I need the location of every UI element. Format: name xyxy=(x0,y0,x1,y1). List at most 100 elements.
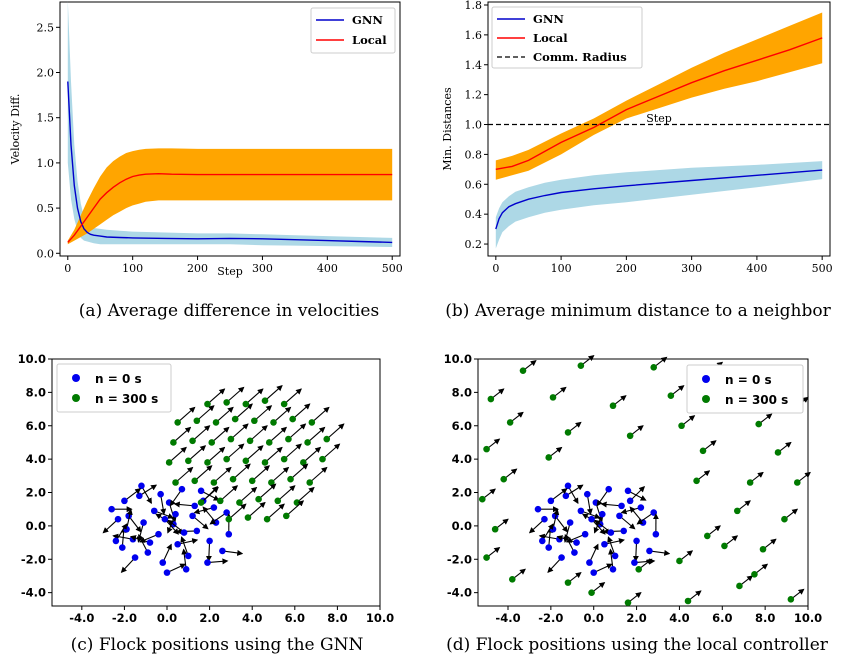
pb-xtick-label: 500 xyxy=(812,262,833,275)
velocity-arrow xyxy=(277,485,296,502)
velocity-arrow xyxy=(296,486,315,503)
agent-point-t300 xyxy=(172,479,179,486)
agent-point-t300 xyxy=(721,542,728,550)
agent-point-t0 xyxy=(193,527,201,535)
agent-point-t0 xyxy=(112,537,120,545)
pc-xtick-label: 6.0 xyxy=(285,611,305,625)
agent-point-t300 xyxy=(684,597,692,605)
agent-point-t0 xyxy=(185,552,192,560)
agent-point-t300 xyxy=(185,457,192,465)
velocity-arrow xyxy=(102,518,119,534)
panel-b-legend-local: Local xyxy=(533,31,568,45)
velocity-arrow xyxy=(139,484,158,497)
velocity-arrow xyxy=(124,488,142,502)
velocity-arrow xyxy=(322,443,341,460)
caption-a: (a) Average difference in velocities xyxy=(79,301,379,321)
pc-xtick-label: -4.0 xyxy=(69,611,94,625)
velocity-arrow xyxy=(596,488,610,507)
velocity-arrow xyxy=(541,523,554,542)
pa-ytick-label: 0.5 xyxy=(37,202,55,215)
series-line-local xyxy=(495,37,823,170)
velocity-arrow xyxy=(205,540,212,562)
pa-ytick-label: 1.5 xyxy=(37,112,55,125)
pb-ytick-label: 0.6 xyxy=(465,178,483,191)
pb-xtick-label: 0 xyxy=(492,262,499,275)
pb-xtick-label: 400 xyxy=(746,262,767,275)
agent-point-t300 xyxy=(506,419,514,426)
agent-point-t300 xyxy=(216,497,224,505)
pc-ytick-label: 4.0 xyxy=(26,452,46,466)
velocity-arrow xyxy=(604,538,625,545)
panel-c-legend: n = 0 s n = 300 s xyxy=(56,363,172,413)
pc-ytick-label: 10.0 xyxy=(18,352,46,366)
panel-b-legend-gnn: GNN xyxy=(533,12,564,26)
agent-point-t0 xyxy=(150,507,158,515)
pc-xtick-label: 4.0 xyxy=(242,611,262,625)
agent-point-t300 xyxy=(319,455,326,463)
velocity-arrow xyxy=(302,446,322,463)
pb-ytick-label: 1.0 xyxy=(465,119,483,132)
pd-ytick-label: 8.0 xyxy=(452,385,472,399)
pd-ytick-label: 2.0 xyxy=(452,486,472,500)
agent-point-t0 xyxy=(588,515,595,523)
agent-point-t300 xyxy=(787,596,795,603)
agent-point-t0 xyxy=(545,544,553,551)
agent-point-t300 xyxy=(242,457,250,465)
agent-point-t300 xyxy=(483,445,490,453)
panel-d-x-ticks: -4.0 -2.0 0.0 2.0 4.0 6.0 8.0 10.0 xyxy=(495,606,822,625)
velocity-arrow xyxy=(164,518,179,535)
agent-point-t300 xyxy=(282,512,290,520)
pc-xtick-label: 10.0 xyxy=(366,611,394,625)
velocity-arrow xyxy=(234,403,253,420)
agent-point-t300 xyxy=(508,575,516,583)
agent-point-t0 xyxy=(191,502,199,510)
pa-ytick-label: 0.0 xyxy=(37,247,55,260)
agent-point-t300 xyxy=(549,394,557,401)
velocity-arrow xyxy=(567,485,579,505)
velocity-arrow xyxy=(283,388,302,405)
panel-d-legend-t300-marker xyxy=(702,395,710,403)
velocity-arrow xyxy=(200,486,219,503)
panel-c-legend-t0: n = 0 s xyxy=(95,372,142,386)
velocity-arrow xyxy=(600,501,622,508)
pb-xtick-label: 200 xyxy=(616,262,637,275)
panel-d-y-ticks: -4.0 -2.0 0.0 2.0 4.0 6.0 8.0 10.0 xyxy=(444,352,478,600)
velocity-arrow xyxy=(594,519,612,534)
velocity-arrow xyxy=(307,426,326,443)
velocity-arrow xyxy=(283,443,302,460)
agent-point-t300 xyxy=(208,439,216,446)
panel-d-legend-t0-marker xyxy=(702,375,710,383)
pb-ytick-label: 1.6 xyxy=(465,29,483,42)
agent-point-t0 xyxy=(108,505,115,513)
panel-a-legend-gnn: GNN xyxy=(352,13,383,27)
panel-a-xlabel: Step xyxy=(217,265,243,278)
agent-point-t300 xyxy=(246,437,254,445)
agent-point-t300 xyxy=(304,439,311,446)
agent-point-t0 xyxy=(157,490,164,498)
agent-point-t300 xyxy=(242,400,250,408)
agent-point-t0 xyxy=(189,512,196,520)
pd-xtick-label: -4.0 xyxy=(495,611,520,625)
velocity-arrow xyxy=(211,426,230,443)
agent-point-t300 xyxy=(323,435,331,443)
agent-point-t300 xyxy=(248,477,256,485)
velocity-arrow xyxy=(239,486,258,503)
velocity-arrow xyxy=(290,463,309,480)
agent-point-t0 xyxy=(225,530,233,538)
panel-a-legend: GNN Local xyxy=(310,7,396,54)
agent-point-t300 xyxy=(736,582,743,590)
agent-point-t0 xyxy=(118,544,126,551)
agent-point-t300 xyxy=(774,449,782,456)
agent-point-t0 xyxy=(631,559,638,566)
agent-point-t0 xyxy=(219,547,226,555)
agent-point-t300 xyxy=(285,435,292,443)
agent-point-t0 xyxy=(581,530,589,538)
agent-point-t300 xyxy=(624,599,632,606)
agent-point-t0 xyxy=(564,482,572,490)
panel-b-legend-radius: Comm. Radius xyxy=(533,50,627,64)
velocity-arrow xyxy=(550,488,568,502)
agent-point-t300 xyxy=(588,589,595,596)
pd-xtick-label: 2.0 xyxy=(626,611,646,625)
pc-xtick-label: -2.0 xyxy=(112,611,137,625)
velocity-arrow xyxy=(285,500,305,517)
